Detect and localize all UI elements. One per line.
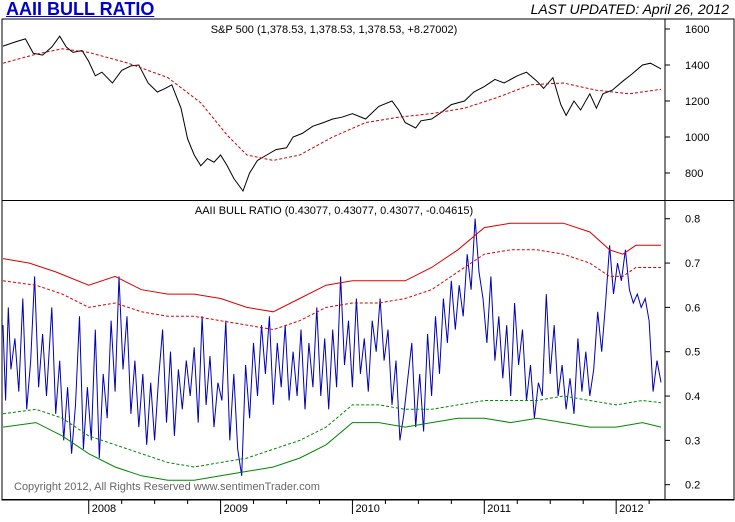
chart-frame (1, 18, 735, 501)
x-tick-label: 2008 (92, 503, 116, 515)
bull-ratio-panel: AAII BULL RATIO (0.43077, 0.43077, 0.430… (2, 205, 700, 492)
bull-ratio-title: AAII BULL RATIO (0.43077, 0.43077, 0.430… (195, 205, 473, 217)
bull-ratio-y-tick-label: 0.2 (685, 480, 700, 492)
bull-ratio-y-tick-label: 0.7 (685, 258, 700, 270)
sp500-y-tick-label: 800 (685, 168, 703, 180)
bull-ratio-y-tick-label: 0.5 (685, 347, 700, 359)
sp500-y-tick-label: 1000 (685, 132, 709, 144)
sp500-panel: S&P 500 (1,378.53, 1,378.53, 1,378.53, +… (2, 24, 709, 193)
x-tick-label: 2009 (224, 503, 248, 515)
bull-ratio-series-lower-4 (2, 417, 662, 481)
sp500-y-tick-label: 1600 (685, 24, 709, 36)
sp500-y-tick-label: 1200 (685, 96, 709, 108)
x-tick-label: 2011 (487, 503, 511, 515)
bull-ratio-series-upper-2 (2, 249, 661, 331)
bull-ratio-series-ratio-0 (2, 218, 662, 476)
sp500-series-price_ma-1 (2, 48, 662, 161)
last-updated-label: LAST UPDATED: April 26, 2012 (530, 1, 729, 17)
copyright-text: Copyright 2012, All Rights Reserved www.… (14, 481, 320, 493)
sp500-series-price-0 (2, 35, 662, 193)
bull-ratio-series-upper-1 (2, 222, 661, 313)
sp500-y-tick-label: 1400 (685, 60, 709, 72)
bull-ratio-y-tick-label: 0.3 (685, 435, 700, 447)
sp500-title: S&P 500 (1,378.53, 1,378.53, 1,378.53, +… (211, 24, 458, 36)
bull-ratio-y-tick-label: 0.4 (685, 391, 700, 403)
bull-ratio-series-lower-3 (2, 395, 662, 468)
x-axis: 2008 2009 2010 2011 2012 (88, 500, 650, 515)
bull-ratio-y-tick-label: 0.6 (685, 302, 700, 314)
bull-ratio-y-tick-label: 0.8 (685, 214, 700, 226)
x-tick-label: 2012 (619, 503, 643, 515)
page-title[interactable]: AAII BULL RATIO (6, 0, 155, 19)
x-tick-label: 2010 (355, 503, 379, 515)
